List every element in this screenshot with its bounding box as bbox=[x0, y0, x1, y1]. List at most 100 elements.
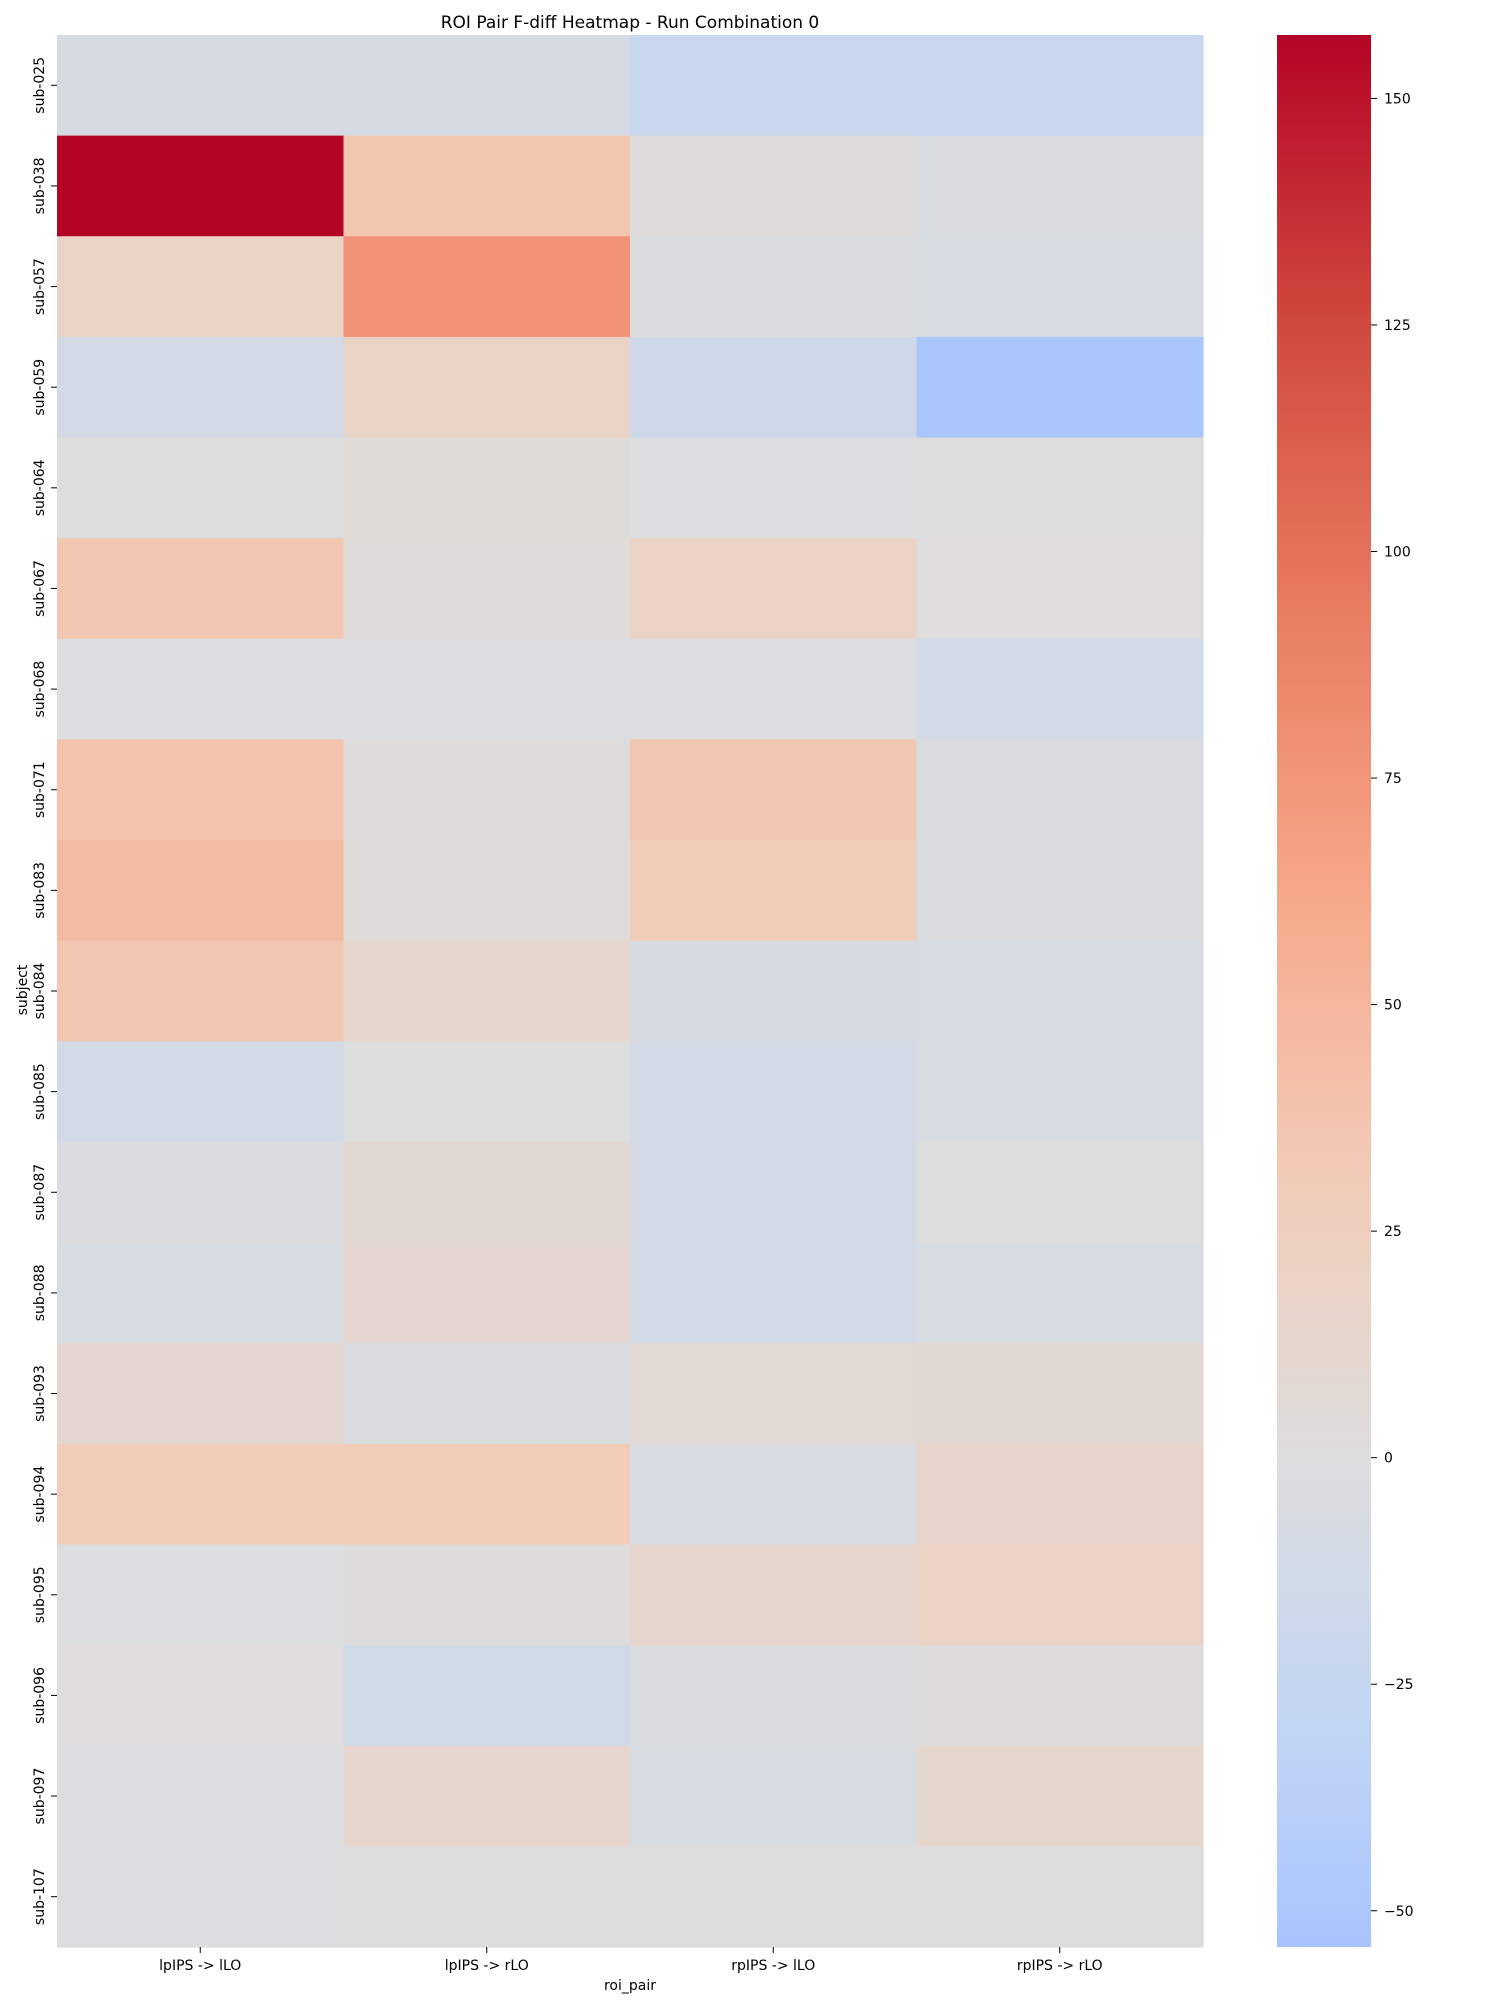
heatmap-cell bbox=[630, 1544, 918, 1646]
heatmap-cell bbox=[630, 1242, 918, 1344]
heatmap-cell bbox=[343, 236, 631, 338]
heatmap-cell bbox=[916, 1544, 1204, 1646]
heatmap-cell bbox=[343, 1041, 631, 1143]
heatmap-cell bbox=[916, 437, 1204, 539]
heatmap-cell bbox=[916, 1041, 1204, 1143]
heatmap-cell bbox=[57, 437, 345, 539]
heatmap-cell bbox=[343, 1846, 631, 1948]
y-tick-label: sub-025 bbox=[32, 57, 48, 114]
heatmap-cell bbox=[916, 1141, 1204, 1244]
heatmap-cell bbox=[916, 1242, 1204, 1344]
y-tick-label: sub-038 bbox=[32, 158, 48, 215]
heatmap-cell bbox=[343, 437, 631, 539]
heatmap-cell bbox=[57, 1443, 345, 1546]
colorbar: 150 125 100 75 50 25 0 −25 −50 bbox=[1277, 35, 1414, 1947]
x-axis-label: roi_pair bbox=[604, 1978, 656, 1994]
colorbar-tick-label: 50 bbox=[1384, 998, 1402, 1014]
y-tick-label: sub-085 bbox=[32, 1063, 48, 1120]
heatmap-cell bbox=[343, 35, 631, 137]
heatmap-cell bbox=[343, 1544, 631, 1646]
heatmap-cell bbox=[343, 638, 631, 741]
heatmap-cell bbox=[630, 236, 918, 338]
x-tick-label: rpIPS -> rLO bbox=[1017, 1958, 1103, 1974]
x-axis: lpIPS -> lLO lpIPS -> rLO rpIPS -> lLO rpIP… bbox=[159, 1947, 1103, 1974]
heatmap-cell bbox=[343, 336, 631, 439]
heatmap-cell bbox=[343, 1343, 631, 1445]
heatmap-cell bbox=[343, 1242, 631, 1344]
heatmap-cell bbox=[57, 336, 345, 439]
heatmap-cell bbox=[630, 336, 918, 439]
heatmap-cell bbox=[630, 1041, 918, 1143]
y-tick-label: sub-067 bbox=[32, 560, 48, 617]
colorbar-tick-label: −50 bbox=[1384, 1904, 1414, 1920]
heatmap-cell bbox=[57, 1544, 345, 1646]
heatmap-cell bbox=[57, 638, 345, 741]
y-axis-label: subject bbox=[15, 964, 31, 1015]
heatmap-cell bbox=[916, 538, 1204, 640]
x-tick-label: rpIPS -> lLO bbox=[731, 1958, 815, 1974]
y-tick-label: sub-083 bbox=[32, 862, 48, 919]
y-tick-label: sub-057 bbox=[32, 258, 48, 315]
heatmap-cell bbox=[343, 1443, 631, 1546]
heatmap-cell bbox=[57, 1343, 345, 1445]
heatmap-cell bbox=[343, 538, 631, 640]
heatmap-cell bbox=[916, 940, 1204, 1042]
x-tick-label: lpIPS -> rLO bbox=[445, 1958, 529, 1974]
y-tick-label: sub-059 bbox=[32, 359, 48, 416]
colorbar-tick-label: 100 bbox=[1384, 545, 1411, 561]
heatmap-cell bbox=[343, 940, 631, 1042]
heatmap-cell bbox=[343, 135, 631, 237]
y-tick-label: sub-107 bbox=[32, 1868, 48, 1925]
heatmap-cell bbox=[343, 1141, 631, 1244]
heatmap-cells bbox=[57, 35, 1204, 1948]
heatmap-cell bbox=[630, 1846, 918, 1948]
heatmap-cell bbox=[57, 236, 345, 338]
y-tick-label: sub-094 bbox=[32, 1466, 48, 1523]
heatmap-cell bbox=[57, 1141, 345, 1244]
heatmap-cell bbox=[916, 1846, 1204, 1948]
y-tick-label: sub-084 bbox=[32, 962, 48, 1019]
heatmap-cell bbox=[916, 1745, 1204, 1847]
heatmap-cell bbox=[630, 35, 918, 137]
heatmap-cell bbox=[57, 840, 345, 942]
x-tick-label: lpIPS -> lLO bbox=[159, 1958, 241, 1974]
heatmap-cell bbox=[343, 1745, 631, 1847]
heatmap-cell bbox=[916, 1443, 1204, 1546]
y-tick-label: sub-096 bbox=[32, 1667, 48, 1724]
heatmap-cell bbox=[343, 1645, 631, 1747]
heatmap-cell bbox=[630, 739, 918, 841]
heatmap-cell bbox=[57, 739, 345, 841]
y-tick-label: sub-068 bbox=[32, 661, 48, 718]
heatmap-cell bbox=[916, 1645, 1204, 1747]
y-tick-label: sub-088 bbox=[32, 1264, 48, 1321]
heatmap-cell bbox=[916, 1343, 1204, 1445]
heatmap-cell bbox=[630, 1645, 918, 1747]
heatmap-cell bbox=[916, 336, 1204, 439]
y-axis: sub-025 sub-038 sub-057 sub-059 sub-064 sub-0… bbox=[32, 57, 57, 1925]
heatmap-cell bbox=[57, 940, 345, 1042]
heatmap-cell bbox=[630, 1141, 918, 1244]
heatmap-cell bbox=[630, 538, 918, 640]
y-tick-label: sub-097 bbox=[32, 1768, 48, 1825]
y-tick-label: sub-095 bbox=[32, 1566, 48, 1623]
heatmap-cell bbox=[916, 638, 1204, 741]
heatmap-cell bbox=[57, 538, 345, 640]
heatmap-cell bbox=[916, 35, 1204, 137]
y-tick-label: sub-064 bbox=[32, 459, 48, 516]
colorbar-tick-label: 125 bbox=[1384, 318, 1411, 334]
heatmap-cell bbox=[630, 1745, 918, 1847]
heatmap-cell bbox=[57, 1846, 345, 1948]
heatmap-cell bbox=[57, 1242, 345, 1344]
heatmap-cell bbox=[916, 135, 1204, 237]
y-tick-label: sub-071 bbox=[32, 761, 48, 818]
heatmap-cell bbox=[57, 1745, 345, 1847]
colorbar-tick-label: 25 bbox=[1384, 1224, 1402, 1240]
heatmap-cell bbox=[343, 840, 631, 942]
colorbar-gradient bbox=[1277, 35, 1371, 1947]
heatmap-cell bbox=[630, 1443, 918, 1546]
heatmap-cell bbox=[630, 638, 918, 741]
colorbar-tick-label: 75 bbox=[1384, 771, 1402, 787]
heatmap-cell bbox=[57, 1041, 345, 1143]
heatmap-cell bbox=[916, 236, 1204, 338]
